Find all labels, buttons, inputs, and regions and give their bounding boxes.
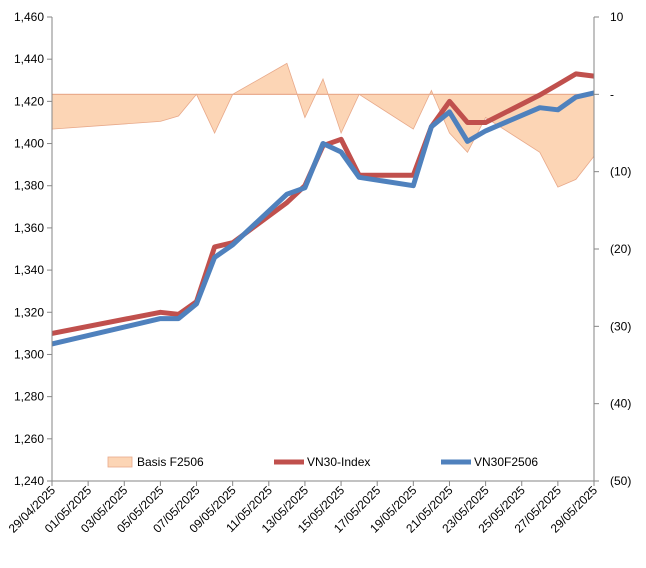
y-right-tick-label: 10 [610,10,624,24]
y-right-tick-label: (50) [610,474,631,488]
y-left-tick-label: 1,240 [14,474,44,488]
legend-label: VN30-Index [307,455,370,469]
y-left-tick-label: 1,360 [14,221,44,235]
series-vn30f2506-line [51,90,595,347]
y-right-tick-label: (20) [610,242,631,256]
y-right-tick-label: - [610,87,614,101]
series-layer [51,62,595,347]
y-left-tick-label: 1,260 [14,432,44,446]
y-right-tick-label: (10) [610,165,631,179]
legend-swatch-basis [107,456,133,468]
y-left-tick-label: 1,280 [14,390,44,404]
y-left-tick-label: 1,440 [14,52,44,66]
y-left-tick-label: 1,400 [14,137,44,151]
legend-label: VN30F2506 [474,455,538,469]
y-left-tick-label: 1,320 [14,305,44,319]
series-basis-area [51,62,595,188]
y-left-tick-label: 1,420 [14,94,44,108]
y-left-tick-label: 1,380 [14,179,44,193]
y-left-tick-label: 1,340 [14,263,44,277]
y-left-tick-label: 1,300 [14,347,44,361]
legend: Basis F2506 VN30-Index VN30F2506 [107,455,538,469]
legend-label: Basis F2506 [137,455,204,469]
y-right-tick-label: (40) [610,397,631,411]
y-right-tick-label: (30) [610,319,631,333]
y-left-tick-label: 1,460 [14,10,44,24]
